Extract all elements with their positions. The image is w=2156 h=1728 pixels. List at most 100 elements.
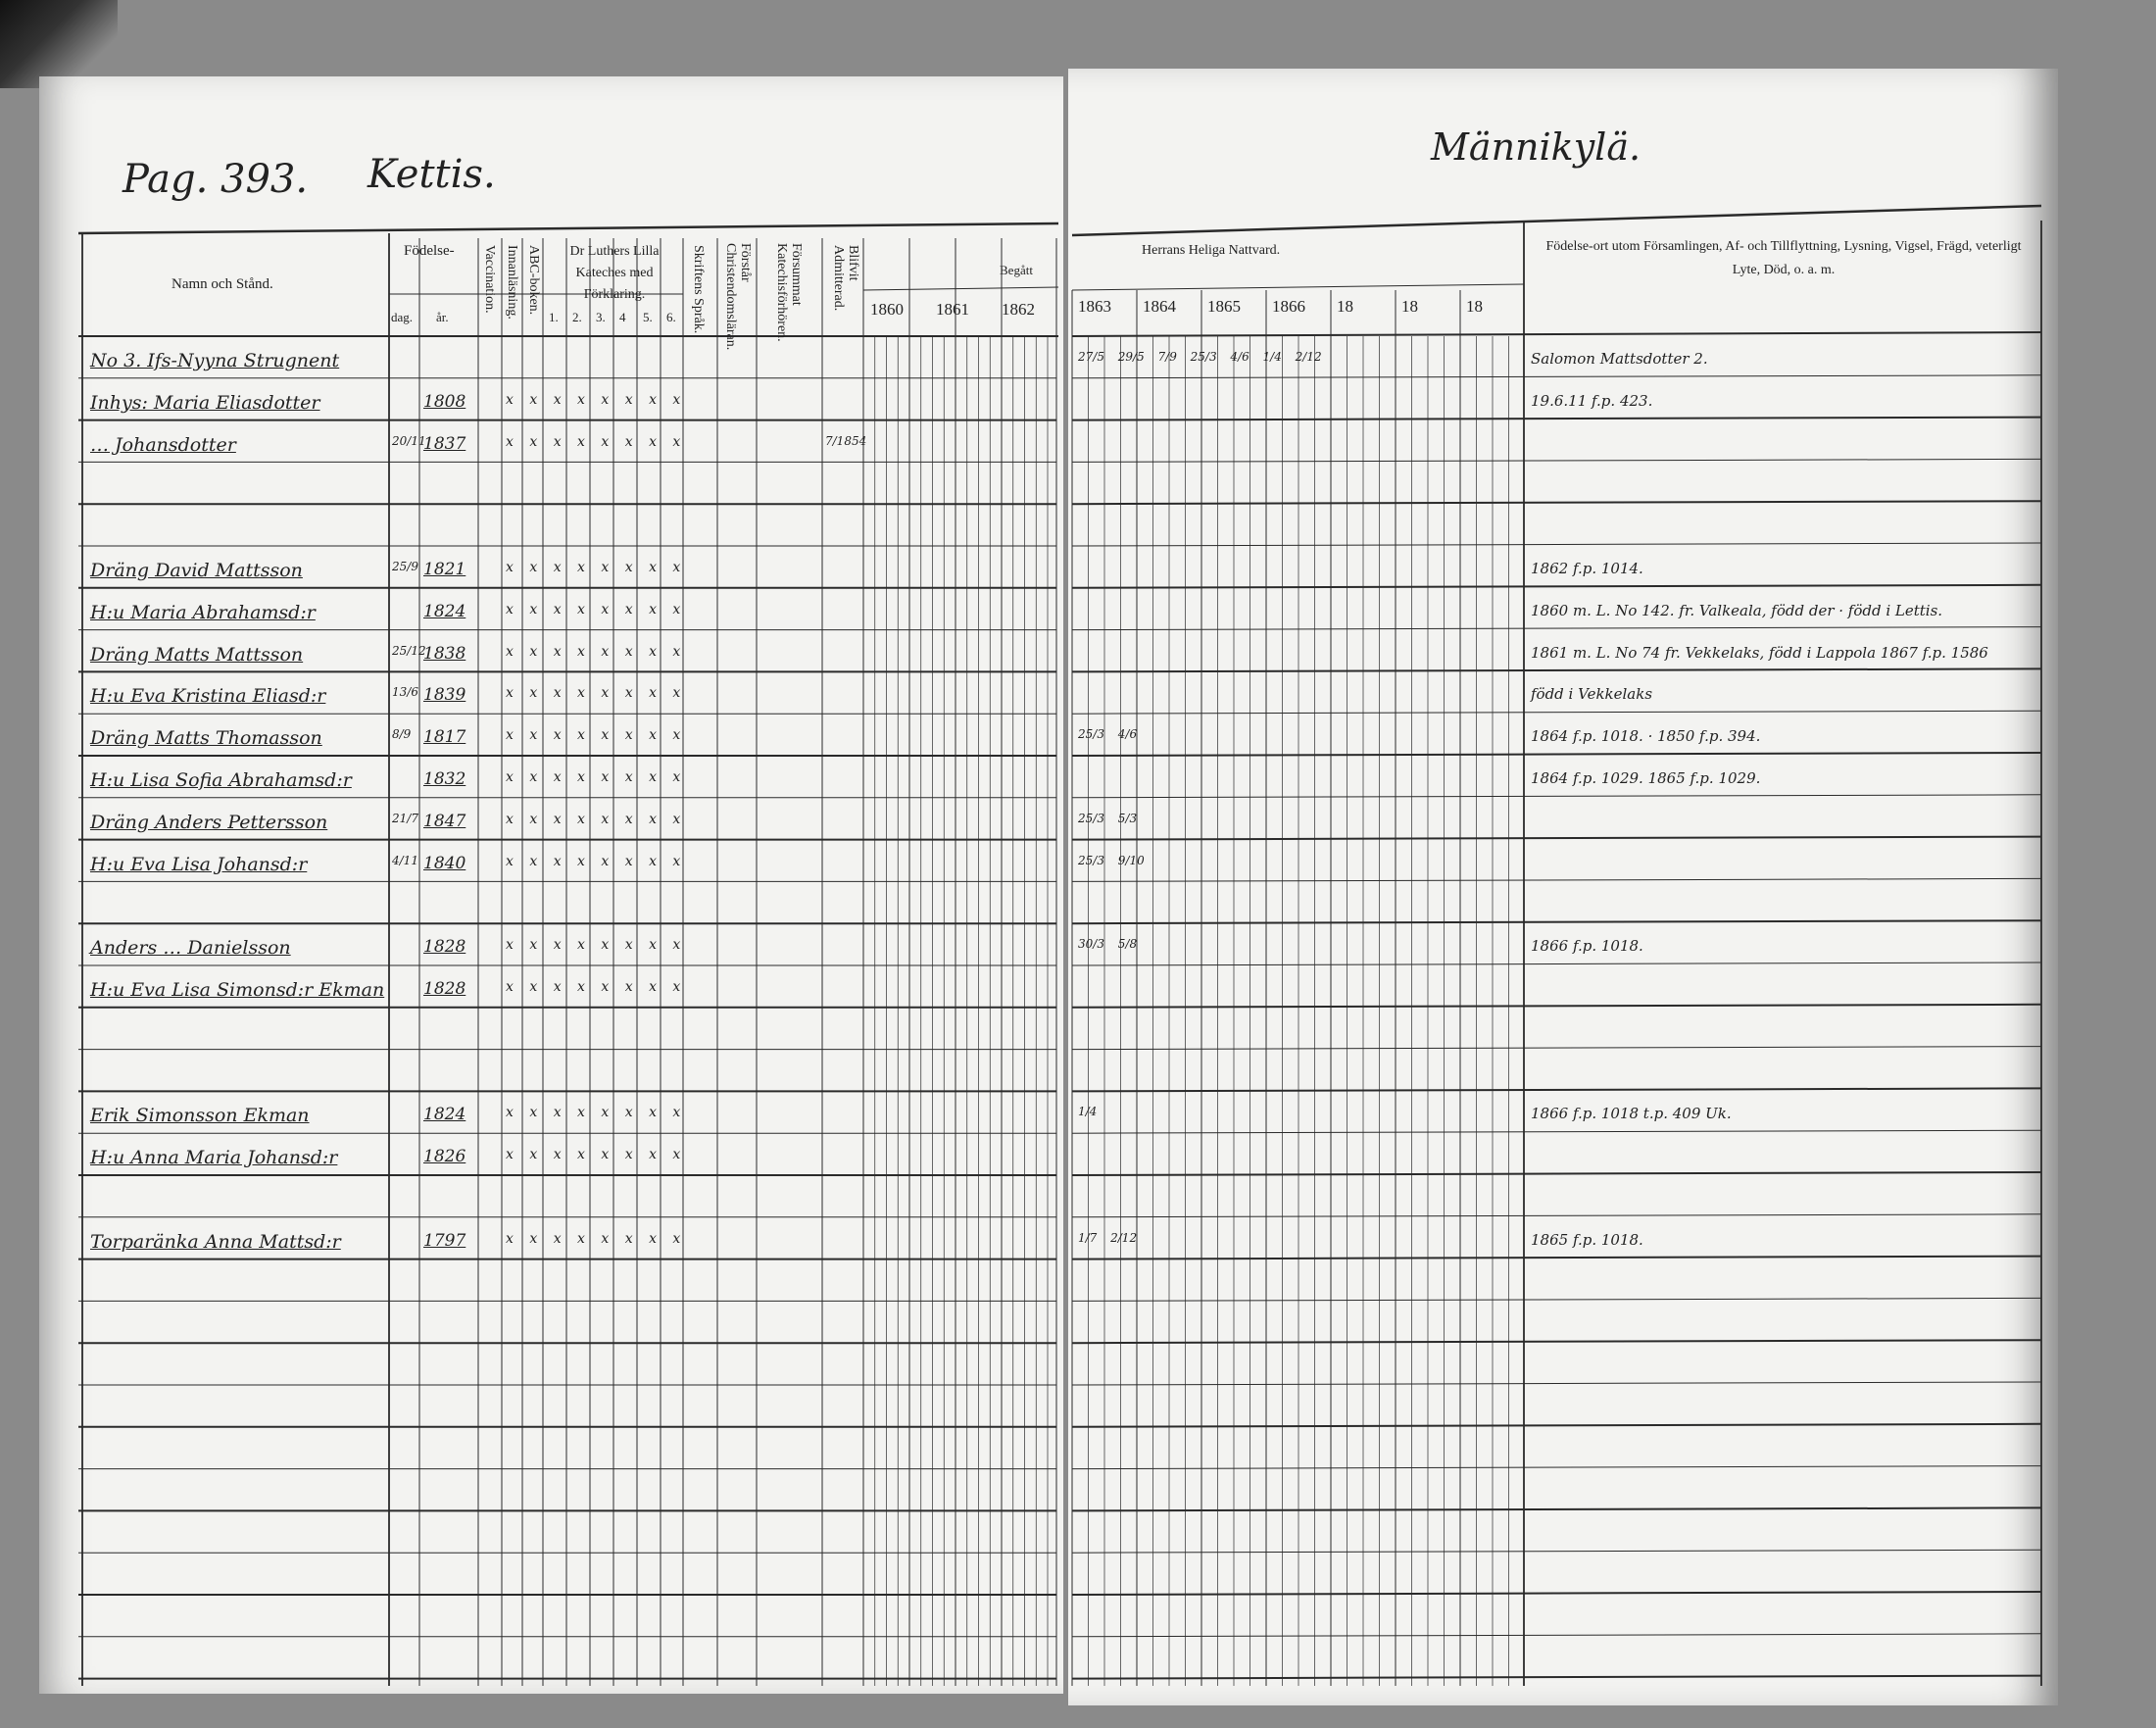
header-bottom-rule <box>1071 331 2042 337</box>
communion-dates: 25/3 9/10 <box>1078 853 1145 867</box>
communion-dates: 25/3 5/3 <box>1078 811 1138 825</box>
birth-year: 1839 <box>423 685 466 706</box>
header-top-rule <box>1071 204 2042 237</box>
person-name: … Johansdotter <box>90 433 236 456</box>
scan-corner-shadow <box>0 0 118 88</box>
header-luther-part: 2. <box>572 310 582 324</box>
header-understands: Förstår Christendomsläran. <box>723 243 753 351</box>
birth-year: 1817 <box>423 727 466 748</box>
header-birth: Födelse- <box>404 243 455 259</box>
catechism-marks: x x x x x x x x <box>506 727 687 744</box>
catechism-marks: x x x x x x x x <box>506 1230 687 1247</box>
header-luther-part: 5. <box>643 310 653 324</box>
header-luther-part: 4 <box>619 310 626 324</box>
person-name: Dräng Matts Thomasson <box>90 727 322 750</box>
birth-year: 1797 <box>423 1230 466 1251</box>
birth-year: 1821 <box>423 560 466 579</box>
birth-year: 1828 <box>423 937 466 958</box>
header-scripture: Skriftens Språk. <box>691 245 706 334</box>
catechism-marks: x x x x x x x x <box>506 853 687 869</box>
catechism-marks: x x x x x x x x <box>506 1105 687 1121</box>
subheader-rule <box>862 286 1059 291</box>
header-luther-part: 3. <box>596 310 606 324</box>
notes-entry: Salomon Mattsdotter 2. <box>1531 350 1708 368</box>
birth-year: 1824 <box>423 1105 466 1125</box>
communion-dates: 30/3 5/8 <box>1078 937 1138 952</box>
notes-entry: 1862 f.p. 1014. <box>1531 560 1643 577</box>
communion-dates: 27/5 29/5 7/9 25/3 4/6 1/4 2/12 <box>1078 350 1322 364</box>
right-page <box>1068 69 2058 1705</box>
notes-entry: 1860 m. L. No 142. fr. Valkeala, född de… <box>1531 601 1943 619</box>
birth-day: 20/11 <box>392 433 426 448</box>
header-reading: Innanläsning. <box>505 245 519 320</box>
village-name-left: Kettis. <box>368 152 496 197</box>
catechism-marks: x x x x x x x x <box>506 433 687 450</box>
notes-entry: 1865 f.p. 1018. <box>1531 1230 1643 1249</box>
notes-entry: 19.6.11 f.p. 423. <box>1531 391 1653 410</box>
header-top-rule <box>77 222 1059 235</box>
notes-entry: 1866 f.p. 1018 t.p. 409 Uk. <box>1531 1105 1732 1123</box>
page-number: Pag. 393. <box>122 157 309 202</box>
catechism-marks: x x x x x x x x <box>506 685 687 702</box>
catechism-marks: x x x x x x x x <box>506 391 687 408</box>
notes-entry: 1864 f.p. 1018. · 1850 f.p. 394. <box>1531 727 1761 746</box>
header-vaccination: Vaccination. <box>482 245 497 314</box>
catechism-marks: x x x x x x x x <box>506 937 687 954</box>
communion-dates: 1/7 2/12 <box>1078 1230 1138 1245</box>
header-year-column: 18 <box>1401 297 1418 316</box>
catechism-marks: x x x x x x x x <box>506 769 687 785</box>
admitted-date: 7/1854 <box>825 433 867 448</box>
person-name: Anders … Danielsson <box>90 937 291 960</box>
person-name: Torparänka Anna Mattsd:r <box>90 1230 341 1253</box>
person-name: H:u Maria Abrahamsd:r <box>90 601 316 623</box>
birth-year: 1847 <box>423 811 466 831</box>
header-year-column: 1866 <box>1272 297 1305 316</box>
header-abc: ABC-boken. <box>526 245 541 316</box>
notes-entry: född i Vekkelaks <box>1531 685 1653 704</box>
catechism-marks: x x x x x x x x <box>506 601 687 617</box>
birth-year: 1828 <box>423 979 466 999</box>
catechism-marks: x x x x x x x x <box>506 811 687 827</box>
header-partaken: Begått <box>1000 263 1033 277</box>
birth-year: 1837 <box>423 433 466 454</box>
person-name: H:u Anna Maria Johansd:r <box>90 1147 338 1169</box>
birth-day: 4/11 <box>392 853 418 867</box>
birth-day: 13/6 <box>392 685 418 700</box>
communion-dates: 25/3 4/6 <box>1078 727 1138 742</box>
header-luther-part: 6. <box>666 310 676 324</box>
birth-year: 1832 <box>423 769 466 789</box>
header-year-column: 1865 <box>1207 297 1241 316</box>
birth-day: 21/7 <box>392 811 418 825</box>
header-year-column: 1863 <box>1078 297 1111 316</box>
birth-year: 1824 <box>423 601 466 621</box>
header-year-column: 1862 <box>1002 300 1035 319</box>
person-name: Dräng Anders Pettersson <box>90 811 328 833</box>
catechism-marks: x x x x x x x x <box>506 643 687 660</box>
catechism-marks: x x x x x x x x <box>506 1147 687 1163</box>
header-year-column: 1861 <box>936 300 969 319</box>
person-name: H:u Eva Lisa Johansd:r <box>90 853 308 875</box>
subheader-rule <box>1071 283 1525 291</box>
birth-year: 1826 <box>423 1147 466 1167</box>
person-name: No 3. Ifs-Nyyna Strugnent <box>90 350 340 371</box>
person-name: H:u Eva Kristina Eliasd:r <box>90 685 326 708</box>
communion-dates: 1/4 <box>1078 1105 1098 1119</box>
birth-year: 1840 <box>423 853 466 873</box>
catechism-marks: x x x x x x x x <box>506 560 687 575</box>
catechism-marks: x x x x x x x x <box>506 979 687 995</box>
left-page <box>39 76 1063 1694</box>
header-year: år. <box>436 310 449 324</box>
village-name-right: Männikylä. <box>1431 125 1642 169</box>
header-missed: Försummat Katechisförhören. <box>774 243 804 342</box>
header-year-column: 18 <box>1337 297 1353 316</box>
header-year-column: 1864 <box>1143 297 1176 316</box>
person-name: Dräng David Mattsson <box>90 560 303 581</box>
header-luther-part: 1. <box>549 310 559 324</box>
notes-entry: 1864 f.p. 1029. 1865 f.p. 1029. <box>1531 769 1761 787</box>
person-name: H:u Eva Lisa Simonsd:r Ekman <box>90 979 385 1001</box>
person-name: Erik Simonsson Ekman <box>90 1105 310 1127</box>
notes-entry: 1866 f.p. 1018. <box>1531 937 1643 956</box>
birth-year: 1808 <box>423 391 466 412</box>
person-name: Dräng Matts Mattsson <box>90 643 304 666</box>
